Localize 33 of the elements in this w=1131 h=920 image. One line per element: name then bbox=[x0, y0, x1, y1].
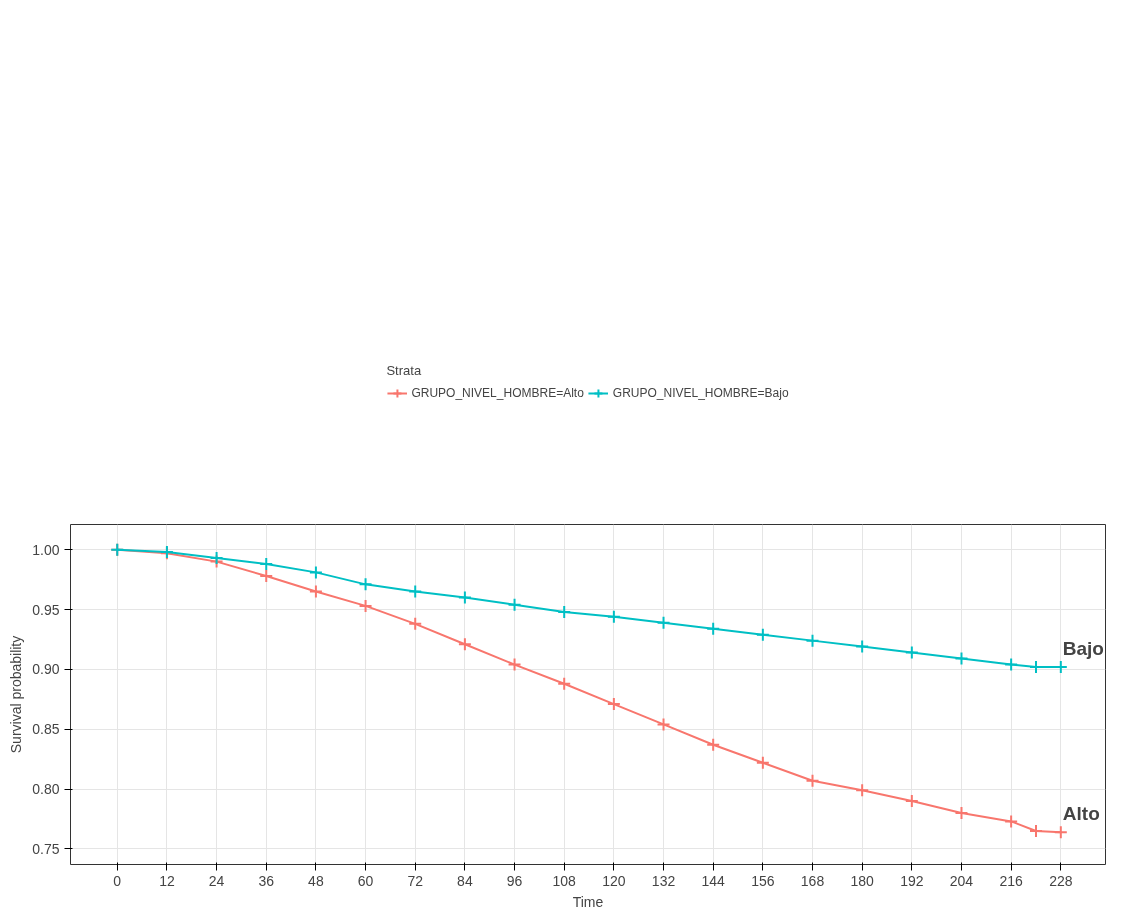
y-tick-label: 0.90 bbox=[32, 661, 60, 678]
x-tick-label: 192 bbox=[900, 872, 924, 889]
y-tick-label: 0.95 bbox=[32, 601, 60, 618]
legend-label: GRUPO_NIVEL_HOMBRE=Alto bbox=[411, 386, 584, 400]
x-tick-label: 48 bbox=[308, 872, 324, 889]
x-tick-label: 72 bbox=[407, 872, 424, 889]
y-tick-label: 1.00 bbox=[32, 541, 60, 558]
x-tick-label: 0 bbox=[113, 872, 122, 889]
y-axis-title: Survival probability bbox=[8, 635, 25, 754]
annotation: Bajo bbox=[1062, 637, 1104, 659]
x-tick-label: 216 bbox=[999, 872, 1024, 889]
x-tick-label: 60 bbox=[357, 872, 374, 889]
x-tick-label: 120 bbox=[602, 872, 626, 889]
x-axis-title: Time bbox=[572, 893, 604, 910]
legend-title: Strata bbox=[386, 363, 423, 378]
x-tick-label: 204 bbox=[949, 872, 974, 889]
x-tick-label: 84 bbox=[457, 872, 473, 889]
x-tick-label: 144 bbox=[701, 872, 726, 889]
x-tick-label: 36 bbox=[258, 872, 275, 889]
x-tick-label: 156 bbox=[751, 872, 775, 889]
legend-label: GRUPO_NIVEL_HOMBRE=Bajo bbox=[612, 386, 789, 400]
x-tick-label: 132 bbox=[651, 872, 676, 889]
annotation: Alto bbox=[1062, 803, 1100, 825]
x-tick-label: 228 bbox=[1049, 872, 1073, 889]
x-tick-label: 96 bbox=[506, 872, 523, 889]
x-tick-label: 180 bbox=[850, 872, 875, 889]
x-tick-label: 108 bbox=[552, 872, 577, 889]
x-tick-label: 168 bbox=[800, 872, 825, 889]
y-tick-label: 0.85 bbox=[32, 721, 60, 738]
x-tick-label: 12 bbox=[159, 872, 175, 889]
y-tick-label: 0.80 bbox=[32, 781, 60, 798]
y-tick-label: 0.75 bbox=[32, 840, 60, 857]
x-tick-label: 24 bbox=[208, 872, 225, 889]
